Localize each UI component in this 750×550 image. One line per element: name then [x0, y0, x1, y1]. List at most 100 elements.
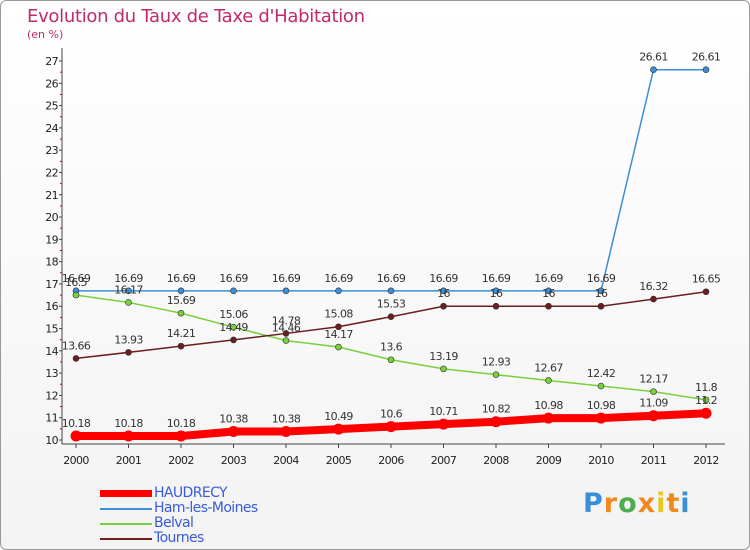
data-label-ham-les-moines: 26.61 — [639, 51, 668, 64]
data-label-belval: 14.17 — [324, 328, 353, 341]
data-point-haudrecy — [543, 412, 554, 424]
logo-letter: i — [680, 488, 691, 519]
x-tick-label: 2007 — [431, 454, 457, 467]
data-point-haudrecy — [280, 426, 292, 438]
data-label-ham-les-moines: 16.69 — [114, 272, 143, 285]
legend: HAUDRECY Ham-les-Moines Belval Tournes — [100, 486, 360, 546]
data-point-haudrecy — [648, 410, 659, 422]
data-point-haudrecy — [595, 412, 607, 424]
data-label-haudrecy: 10.18 — [62, 417, 91, 430]
data-label-ham-les-moines: 26.61 — [692, 51, 721, 64]
data-label-haudrecy: 10.71 — [429, 405, 458, 418]
data-label-ham-les-moines: 16.69 — [324, 272, 353, 285]
data-label-tournes: 16 — [490, 287, 503, 300]
y-tick-label: 15 — [45, 323, 58, 336]
data-label-tournes: 13.93 — [114, 333, 143, 346]
data-label-belval: 15.06 — [219, 308, 248, 321]
proxiti-logo: Proxiti — [583, 488, 691, 519]
data-point-tournes — [597, 302, 605, 310]
y-tick-label: 21 — [45, 189, 58, 202]
chart-subtitle: (en %) — [27, 28, 64, 41]
data-label-tournes: 14.78 — [272, 314, 301, 327]
data-point-haudrecy — [175, 430, 187, 442]
y-tick-label: 20 — [45, 211, 58, 224]
x-tick-label: 2009 — [536, 454, 562, 467]
data-label-tournes: 15.53 — [377, 298, 406, 311]
data-point-haudrecy — [438, 418, 449, 430]
data-label-ham-les-moines: 16.69 — [429, 272, 458, 285]
y-tick-label: 11 — [45, 412, 58, 425]
legend-swatch-belval — [100, 523, 152, 525]
data-label-haudrecy: 11.09 — [639, 397, 668, 410]
data-label-haudrecy: 10.98 — [534, 399, 563, 412]
chart-title: Evolution du Taux de Taxe d'Habitation — [27, 6, 365, 27]
data-label-haudrecy: 10.82 — [482, 403, 511, 416]
logo-letter: i — [656, 488, 667, 519]
data-point-haudrecy — [385, 421, 397, 433]
x-tick-label: 2005 — [326, 454, 352, 467]
data-point-tournes — [440, 302, 447, 310]
data-label-tournes: 15.08 — [324, 308, 353, 321]
data-label-haudrecy: 10.38 — [219, 413, 248, 426]
logo-letter: r — [603, 488, 619, 519]
data-point-ham-les-moines — [545, 287, 552, 295]
data-label-ham-les-moines: 16.69 — [62, 272, 91, 285]
y-tick-label: 10 — [45, 434, 58, 447]
legend-item-tournes: Tournes — [100, 531, 360, 546]
data-label-tournes: 16 — [595, 287, 608, 300]
data-point-tournes — [545, 302, 552, 310]
y-tick-label: 22 — [45, 166, 58, 179]
data-point-belval — [335, 343, 342, 351]
y-tick-label: 14 — [45, 345, 58, 358]
data-label-ham-les-moines: 16.69 — [272, 272, 301, 285]
x-tick-label: 2004 — [273, 454, 299, 467]
data-point-ham-les-moines — [597, 287, 605, 295]
y-tick-label: 26 — [45, 77, 58, 90]
y-tick-label: 16 — [45, 300, 58, 313]
data-label-tournes: 14.49 — [219, 321, 248, 334]
data-label-haudrecy: 10.38 — [272, 413, 301, 426]
x-tick-label: 2008 — [483, 454, 509, 467]
data-label-haudrecy: 10.49 — [324, 410, 353, 423]
data-point-tournes — [335, 323, 342, 331]
data-point-tournes — [702, 288, 710, 296]
legend-label-tournes: Tournes — [154, 530, 204, 546]
data-label-belval: 12.42 — [587, 367, 616, 380]
data-point-ham-les-moines — [440, 287, 447, 295]
data-label-ham-les-moines: 16.69 — [377, 272, 406, 285]
legend-item-haudrecy: HAUDRECY — [100, 486, 360, 501]
legend-swatch-haudrecy — [100, 490, 152, 497]
x-tick-label: 2006 — [378, 454, 404, 467]
series-line-ham-les-moines — [75, 68, 707, 292]
x-tick-label: 2000 — [63, 454, 89, 467]
data-point-ham-les-moines — [650, 66, 657, 73]
data-label-ham-les-moines: 16.69 — [587, 272, 616, 285]
data-point-haudrecy — [228, 426, 239, 438]
data-point-ham-les-moines — [230, 287, 237, 295]
data-point-ham-les-moines — [125, 287, 132, 295]
legend-item-ham-les-moines: Ham-les-Moines — [100, 501, 360, 516]
data-label-ham-les-moines: 16.69 — [534, 272, 563, 285]
logo-letter: P — [583, 488, 604, 519]
data-point-haudrecy — [70, 430, 82, 442]
x-tick-label: 2012 — [693, 454, 719, 467]
data-label-belval: 11.8 — [695, 381, 718, 394]
data-point-belval — [387, 356, 395, 364]
data-point-tournes — [387, 313, 395, 321]
y-tick-label: 23 — [45, 144, 58, 157]
data-point-belval — [282, 337, 290, 344]
data-label-tournes: 16 — [542, 287, 555, 300]
data-point-belval — [492, 371, 500, 378]
y-tick-label: 27 — [45, 55, 58, 68]
legend-label-belval: Belval — [154, 515, 194, 531]
x-tick-label: 2010 — [588, 454, 614, 467]
data-label-belval: 13.19 — [429, 350, 458, 363]
data-label-haudrecy: 10.98 — [587, 399, 616, 412]
data-point-tournes — [650, 295, 657, 303]
y-tick-label: 12 — [45, 389, 58, 402]
logo-letter: x — [637, 488, 657, 519]
data-point-tournes — [492, 302, 500, 310]
data-label-belval: 14.46 — [272, 322, 301, 335]
